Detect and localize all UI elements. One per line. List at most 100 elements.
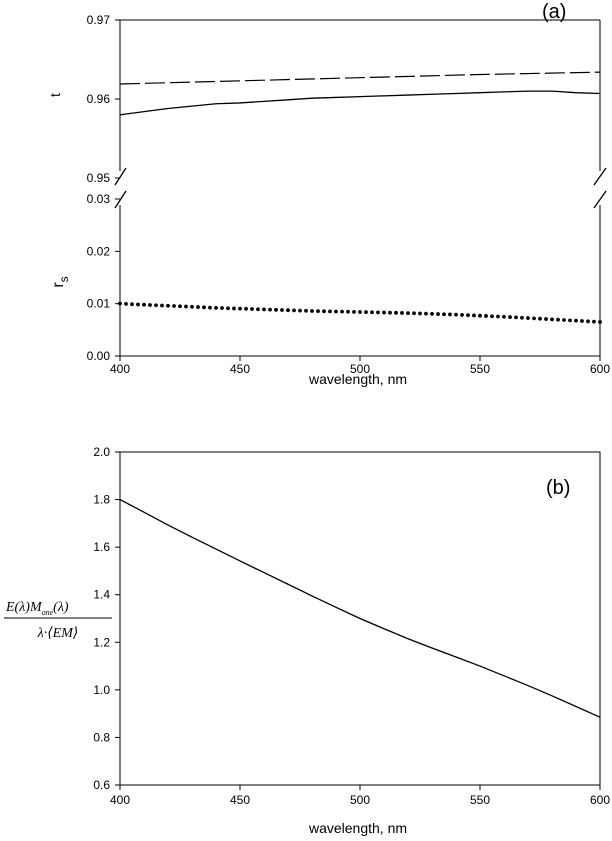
panel-b-series-0-line: [119, 498, 601, 718]
panel-b-x-tick-label-4: 600: [590, 793, 610, 807]
panel-b-x-axis-title: wavelength, nm: [308, 820, 407, 836]
panel-a-lower-series-0-point-7: [160, 303, 164, 308]
panel-a-x-tick-label-2: 500: [350, 362, 370, 376]
panel-a-lower-series-0-point-19: [232, 306, 236, 311]
panel-a-lower-series-0-point-11: [184, 304, 188, 309]
panel-a-lower-series-0-point-74: [562, 318, 566, 322]
panel-a-upper-series: [119, 71, 601, 116]
panel-a-lower-series-0-point-4: [142, 302, 146, 307]
panel-a-label: (a): [542, 1, 566, 23]
panel-a-lower-series-0-point-64: [502, 314, 506, 319]
panel-a-lower-series-0-point-45: [388, 310, 392, 315]
panel-a-lower-series-0-point-22: [250, 307, 254, 311]
panel-b-y-tick-label-1: 0.8: [93, 730, 110, 744]
panel-b-x-tick-label-0: 400: [110, 793, 130, 807]
formula-num-main: E(λ)M: [5, 600, 43, 615]
panel-a-lower-series-0-point-57: [460, 313, 464, 317]
panel-a-lower-y-tick-label-1: 0.01: [87, 297, 111, 311]
panel-a-x-tick-label-0: 400: [110, 362, 130, 376]
panel-a-upper-series-1-line: [119, 90, 601, 116]
panel-b-y-tick-label-7: 2.0: [93, 445, 110, 459]
panel-a-lower-series-0-point-69: [532, 316, 536, 321]
panel-a-upper-y-tick-label-0: 0.95: [87, 171, 111, 185]
panel-b-y-axis-formula: E(λ)Mone(λ) λ·⟨EM⟩: [4, 600, 112, 641]
panel-a-lower-series-0-point-46: [394, 310, 398, 315]
panel-a: 0.95 0.96 0.97 0.00 0.01 0.02 0.03 400 450 500 550…: [47, 1, 610, 387]
panel-a-lower-series-0-point-33: [316, 309, 320, 314]
panel-a-lower-series-0-point-54: [442, 312, 446, 317]
panel-a-lower-series-0-point-53: [436, 312, 440, 316]
panel-a-lower-series-0-point-3: [136, 302, 140, 307]
panel-a-lower-series-0-point-13: [196, 305, 200, 309]
panel-a-lower-series-0-point-72: [550, 317, 554, 322]
panel-a-lower-series-0-point-35: [328, 309, 332, 314]
panel-a-upper-series-0-line: [119, 71, 601, 85]
panel-a-upper-y-tick-label-1: 0.96: [87, 92, 111, 106]
panel-a-lower-series-0-point-16: [214, 305, 218, 310]
panel-a-lower-series-0-point-66: [514, 315, 518, 320]
panel-a-lower-series-0-point-6: [154, 303, 158, 308]
panel-a-lower-series-0-point-40: [358, 310, 362, 314]
panel-a-lower-series-0-point-50: [418, 311, 422, 316]
panel-a-lower-series-0-point-5: [148, 303, 152, 307]
panel-a-lower-series-0-point-62: [490, 314, 494, 319]
panel-b-ticks: 0.6 0.8 1.0 1.2 1.4 1.6 1.8 2.0 400 450 500 550 600: [93, 445, 610, 807]
panel-a-axis-break-right: [593, 167, 607, 209]
panel-a-lower-series-0-point-31: [304, 308, 308, 313]
panel-a-x-tick-label-1: 450: [230, 362, 250, 376]
panel-a-lower-series-0-point-65: [508, 315, 512, 319]
panel-a-lower-series-0-point-30: [298, 308, 302, 313]
panel-b-y-tick-label-6: 1.8: [93, 493, 110, 507]
panel-b-y-tick-label-0: 0.6: [93, 778, 110, 792]
panel-a-lower-series-0-point-44: [382, 310, 386, 315]
panel-b-y-tick-label-5: 1.6: [93, 540, 110, 554]
panel-b-x-tick-label-1: 450: [230, 793, 250, 807]
panel-a-lower-y-axis-title: rs: [50, 276, 71, 287]
panel-a-lower-series-0-point-55: [448, 312, 452, 317]
panel-a-lower-series-0-point-9: [172, 304, 176, 308]
panel-b-x-tick-label-3: 550: [470, 793, 490, 807]
panel-a-lower-y-axis-title-main: r: [50, 282, 67, 288]
panel-a-lower-series-0-point-25: [268, 307, 272, 312]
panel-a-upper-y-tick-label-2: 0.97: [87, 13, 111, 27]
panel-a-lower-series-0-point-39: [352, 310, 356, 314]
panel-a-x-tick-label-3: 550: [470, 362, 490, 376]
panel-a-lower-series-0-point-26: [274, 307, 278, 312]
panel-b-x-tick-label-2: 500: [350, 793, 370, 807]
panel-a-lower-series: [118, 301, 602, 324]
panel-a-lower-series-0-point-20: [238, 306, 242, 311]
panel-a-lower-series-0-point-56: [454, 312, 458, 317]
panel-a-lower-series-0-point-71: [544, 317, 548, 321]
panel-a-lower-series-0-point-32: [310, 309, 314, 313]
panel-a-lower-series-0-point-23: [256, 307, 260, 312]
panel-a-lower-y-tick-label-3: 0.03: [87, 192, 111, 206]
panel-a-lower-series-0-point-48: [406, 311, 410, 315]
panel-a-lower-series-0-point-21: [244, 306, 248, 311]
panel-a-lower-series-0-point-59: [472, 313, 476, 318]
panel-a-lower-series-0-point-14: [202, 305, 206, 310]
panel-b-frame: [119, 451, 601, 786]
panel-a-lower-series-0-point-1: [124, 302, 128, 306]
panel-a-lower-series-0-point-47: [400, 311, 404, 315]
panel-a-lower-series-0-point-60: [478, 313, 482, 318]
panel-b-formula-numerator: E(λ)Mone(λ): [5, 600, 69, 617]
panel-b-y-tick-label-4: 1.4: [93, 588, 110, 602]
panel-a-lower-y-tick-label-2: 0.02: [87, 244, 111, 258]
panel-b-formula-denominator: λ·⟨EM⟩: [37, 626, 79, 641]
panel-a-lower-series-0-point-70: [538, 316, 542, 321]
panel-a-lower-y-axis-title-sub: s: [57, 276, 71, 282]
panel-a-lower-series-0-point-68: [526, 316, 530, 320]
panel-a-lower-series-0-point-79: [592, 319, 596, 324]
panel-a-lower-series-0-point-17: [220, 306, 224, 310]
panel-b-label: (b): [546, 477, 570, 499]
panel-a-lower-series-0-point-49: [412, 311, 416, 316]
panel-a-lower-series-0-point-73: [556, 317, 560, 322]
panel-a-axis-break-left: [114, 167, 127, 209]
panel-a-lower-series-0-point-15: [208, 305, 212, 310]
panel-a-lower-series-0-point-61: [484, 314, 488, 318]
panel-a-lower-series-0-point-37: [340, 309, 344, 314]
panel-a-x-axis-title: wavelength, nm: [308, 371, 407, 387]
panel-b-series: [119, 498, 601, 718]
